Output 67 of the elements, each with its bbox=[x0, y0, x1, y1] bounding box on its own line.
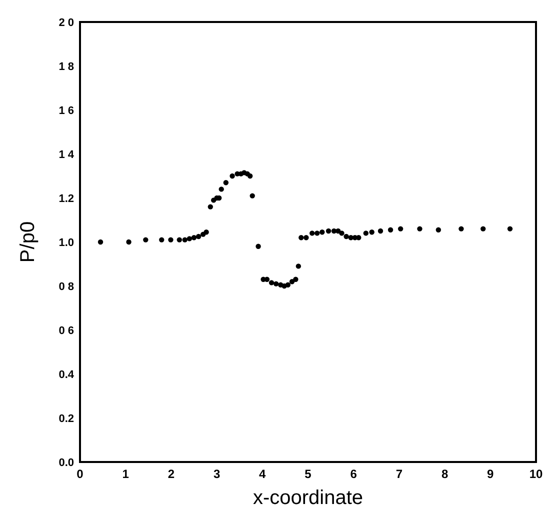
y-tick-label: 0 6 bbox=[58, 324, 74, 337]
point bbox=[298, 235, 304, 240]
point bbox=[378, 228, 384, 234]
point bbox=[268, 280, 274, 286]
point bbox=[289, 279, 295, 284]
point bbox=[250, 193, 255, 198]
point bbox=[436, 227, 442, 232]
x-tick-label: 4 bbox=[259, 467, 266, 481]
x-tick-label: 6 bbox=[350, 467, 358, 481]
y-tick-label: 1 4 bbox=[58, 148, 75, 161]
point bbox=[398, 226, 404, 232]
x-tick-label: 10 bbox=[529, 467, 543, 481]
point bbox=[344, 234, 349, 240]
point bbox=[230, 173, 235, 179]
y-tick-label: 1.0 bbox=[58, 236, 74, 249]
y-tick-label: 1 6 bbox=[58, 104, 74, 117]
point bbox=[369, 230, 374, 235]
point bbox=[168, 237, 174, 242]
point bbox=[191, 235, 197, 240]
point bbox=[285, 282, 291, 288]
point bbox=[196, 234, 202, 240]
point bbox=[320, 230, 325, 235]
point bbox=[480, 226, 486, 232]
point bbox=[98, 239, 104, 245]
point bbox=[310, 230, 315, 236]
point bbox=[126, 239, 132, 245]
point bbox=[247, 173, 253, 179]
x-tick-label: 5 bbox=[304, 467, 312, 481]
point bbox=[296, 264, 302, 269]
x-axis-title: x-coordinate bbox=[252, 487, 364, 509]
point bbox=[256, 244, 261, 249]
y-tick-label: 0.2 bbox=[58, 412, 74, 425]
point bbox=[182, 237, 188, 242]
x-tick-label: 8 bbox=[441, 467, 448, 481]
x-tick-label: 9 bbox=[487, 467, 494, 481]
point bbox=[218, 186, 224, 192]
point bbox=[417, 226, 422, 232]
point bbox=[507, 226, 513, 232]
y-tick-label: 2 0 bbox=[58, 16, 74, 29]
point bbox=[339, 230, 344, 236]
point bbox=[204, 230, 209, 235]
point bbox=[273, 281, 279, 286]
point bbox=[363, 230, 369, 236]
point bbox=[304, 235, 309, 240]
point bbox=[314, 230, 320, 236]
point bbox=[159, 237, 164, 242]
point bbox=[208, 204, 214, 210]
point bbox=[293, 276, 298, 282]
y-axis-title: P/p0 bbox=[17, 221, 39, 263]
y-tick-label: 0.0 bbox=[58, 456, 74, 469]
y-tick-label: 1 8 bbox=[58, 60, 74, 73]
x-tick-label: 3 bbox=[213, 467, 220, 481]
x-tick-label: 0 bbox=[76, 467, 84, 481]
point bbox=[326, 228, 332, 234]
point bbox=[223, 180, 229, 186]
point bbox=[356, 235, 362, 240]
x-tick-label: 2 bbox=[168, 467, 175, 481]
y-tick-label: 0 8 bbox=[58, 280, 74, 293]
point bbox=[143, 237, 148, 242]
x-tick-label: 7 bbox=[396, 467, 403, 481]
x-tick-label: 1 bbox=[122, 467, 130, 481]
y-tick-label: 1.2 bbox=[58, 192, 74, 205]
point bbox=[388, 227, 394, 232]
point bbox=[458, 226, 464, 232]
point bbox=[176, 237, 182, 242]
y-tick-label: 0.4 bbox=[58, 368, 75, 381]
point bbox=[186, 236, 192, 242]
